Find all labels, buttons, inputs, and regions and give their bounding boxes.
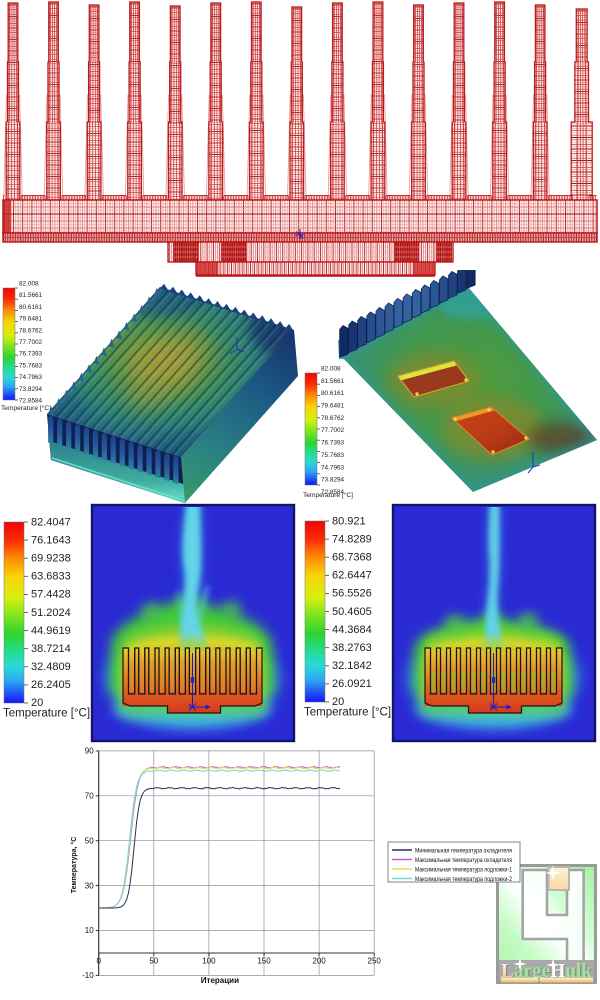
svg-text:30: 30 — [85, 881, 94, 890]
svg-text:90: 90 — [85, 747, 94, 756]
svg-text:Temperature [°C]: Temperature [°C] — [303, 491, 353, 499]
svg-text:32.4809: 32.4809 — [31, 661, 71, 673]
svg-text:Максимальная температура подло: Максимальная температура подложки-1 — [415, 867, 512, 874]
svg-text:78.6762: 78.6762 — [321, 415, 345, 422]
svg-text:20: 20 — [31, 697, 43, 709]
svg-text:77.7002: 77.7002 — [321, 427, 345, 434]
svg-text:81.5661: 81.5661 — [321, 378, 345, 385]
svg-text:82.4047: 82.4047 — [31, 517, 71, 529]
svg-text:82.008: 82.008 — [19, 281, 39, 288]
svg-text:74.7963: 74.7963 — [19, 374, 43, 381]
svg-text:79.6481: 79.6481 — [19, 316, 43, 323]
svg-text:56.5526: 56.5526 — [332, 588, 372, 600]
svg-text:Максимальная температура подло: Максимальная температура подложки-2 — [415, 876, 512, 883]
svg-text:74.7963: 74.7963 — [321, 464, 345, 471]
svg-text:73.8294: 73.8294 — [321, 477, 345, 484]
svg-text:100: 100 — [202, 957, 216, 966]
svg-text:62.6447: 62.6447 — [332, 570, 372, 582]
svg-text:51.2024: 51.2024 — [31, 607, 71, 619]
svg-text:72.8584: 72.8584 — [321, 489, 345, 496]
svg-text:80.6161: 80.6161 — [19, 304, 43, 311]
svg-text:76.7393: 76.7393 — [321, 440, 345, 447]
svg-text:79.6481: 79.6481 — [321, 403, 345, 410]
svg-text:78.6762: 78.6762 — [19, 327, 43, 334]
svg-text:57.4428: 57.4428 — [31, 589, 71, 601]
svg-text:38.7214: 38.7214 — [31, 643, 71, 655]
svg-text:82.008: 82.008 — [321, 366, 341, 373]
svg-text:44.9619: 44.9619 — [31, 625, 71, 637]
svg-text:Максимальная температура охлад: Максимальная температура охладителя — [415, 857, 512, 864]
svg-text:Минимальная температура охлади: Минимальная температура охладителя — [415, 848, 512, 855]
svg-text:50: 50 — [149, 957, 158, 966]
svg-text:80.6161: 80.6161 — [321, 390, 345, 397]
svg-text:76.1643: 76.1643 — [31, 535, 71, 547]
svg-text:75.7683: 75.7683 — [19, 362, 43, 369]
svg-text:70: 70 — [85, 792, 94, 801]
svg-text:44.3684: 44.3684 — [332, 624, 372, 636]
svg-text:50: 50 — [85, 836, 94, 845]
svg-text:72.8584: 72.8584 — [19, 398, 43, 405]
svg-text:150: 150 — [257, 957, 271, 966]
svg-text:75.7683: 75.7683 — [321, 452, 345, 459]
svg-text:Temperature [°C]: Temperature [°C] — [1, 404, 51, 412]
svg-text:0: 0 — [96, 957, 101, 966]
svg-text:69.9238: 69.9238 — [31, 553, 71, 565]
svg-text:50.4605: 50.4605 — [332, 606, 372, 618]
svg-text:10: 10 — [85, 926, 94, 935]
svg-text:76.7393: 76.7393 — [19, 351, 43, 358]
svg-text:74.8289: 74.8289 — [332, 534, 372, 546]
svg-text:Temperature [°C]: Temperature [°C] — [3, 708, 90, 720]
svg-text:80.921: 80.921 — [332, 516, 366, 528]
svg-text:73.8294: 73.8294 — [19, 386, 43, 393]
svg-text:-10: -10 — [82, 971, 94, 980]
svg-text:Temperature [°C]: Temperature [°C] — [304, 707, 391, 719]
svg-text:26.0921: 26.0921 — [332, 678, 372, 690]
svg-text:200: 200 — [312, 957, 326, 966]
svg-text:68.7368: 68.7368 — [332, 552, 372, 564]
svg-text:63.6833: 63.6833 — [31, 571, 71, 583]
svg-text:81.5661: 81.5661 — [19, 292, 43, 299]
svg-text:20: 20 — [332, 696, 344, 708]
svg-text:32.1842: 32.1842 — [332, 660, 372, 672]
svg-text:250: 250 — [368, 957, 382, 966]
svg-text:Температура, °C: Температура, °C — [70, 837, 78, 894]
svg-text:26.2405: 26.2405 — [31, 679, 71, 691]
svg-text:38.2763: 38.2763 — [332, 642, 372, 654]
svg-text:77.7002: 77.7002 — [19, 339, 43, 346]
svg-text:Итерации: Итерации — [201, 976, 239, 985]
